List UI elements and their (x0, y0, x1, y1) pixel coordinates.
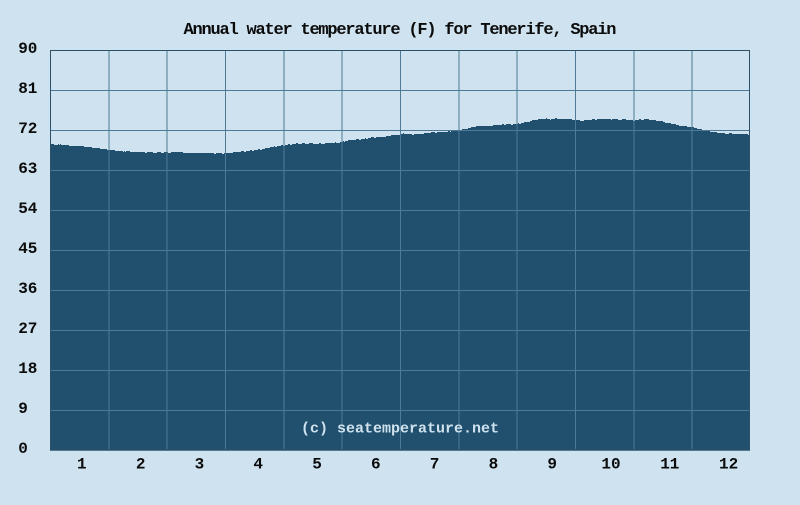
svg-text:8: 8 (489, 456, 499, 474)
svg-text:90: 90 (18, 40, 37, 58)
svg-text:3: 3 (195, 456, 205, 474)
svg-text:6: 6 (371, 456, 381, 474)
svg-text:63: 63 (18, 160, 37, 178)
svg-text:4: 4 (253, 456, 263, 474)
svg-text:72: 72 (18, 120, 37, 138)
svg-text:45: 45 (18, 240, 37, 258)
svg-text:2: 2 (136, 456, 146, 474)
svg-text:10: 10 (601, 456, 620, 474)
svg-text:1: 1 (77, 456, 87, 474)
svg-text:36: 36 (18, 280, 37, 298)
svg-text:0: 0 (18, 440, 28, 458)
svg-text:9: 9 (18, 400, 28, 418)
svg-text:54: 54 (18, 200, 38, 218)
svg-text:5: 5 (312, 456, 322, 474)
svg-text:12: 12 (719, 456, 738, 474)
svg-text:18: 18 (18, 360, 37, 378)
svg-text:Annual water temperature (F) f: Annual water temperature (F) for Tenerif… (184, 21, 617, 40)
svg-text:11: 11 (660, 456, 679, 474)
svg-text:27: 27 (18, 320, 37, 338)
svg-text:81: 81 (18, 80, 37, 98)
svg-text:7: 7 (430, 456, 440, 474)
svg-text:9: 9 (547, 456, 557, 474)
svg-text:(c) seatemperature.net: (c) seatemperature.net (301, 421, 499, 438)
